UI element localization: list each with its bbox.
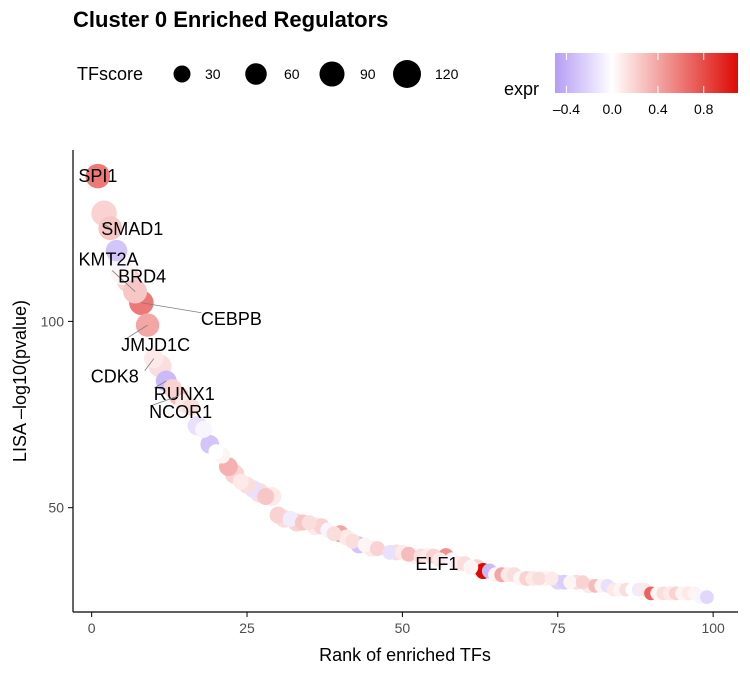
color-legend-title: expr [504, 79, 539, 99]
plot-area: SPI1SMAD1KMT2ABRD4CEBPBJMJD1CCDK8RUNX1NC… [41, 150, 738, 636]
data-point [301, 515, 317, 531]
data-point [345, 533, 361, 549]
point-label: JMJD1C [121, 335, 190, 355]
annotation-leader-line [102, 222, 111, 229]
data-point [182, 398, 200, 416]
color-bar [555, 53, 738, 93]
color-legend-label: 0.4 [648, 101, 668, 117]
data-point [282, 510, 299, 527]
data-point [195, 420, 213, 438]
data-point [105, 239, 128, 262]
size-legend-dot [245, 63, 267, 85]
x-tick-label: 50 [395, 620, 411, 636]
size-legend-label: 90 [360, 66, 376, 82]
data-point [544, 571, 559, 586]
chart-title: Cluster 0 Enriched Regulators [73, 7, 388, 32]
data-point [401, 546, 417, 562]
data-point [269, 506, 287, 524]
data-point [563, 575, 578, 590]
point-label: ELF1 [415, 554, 458, 574]
data-point [382, 544, 398, 560]
annotation-leader-line [125, 324, 148, 340]
x-tick-label: 75 [550, 620, 566, 636]
color-legend-label: –0.4 [553, 101, 580, 117]
annotation-leader-line [144, 358, 155, 371]
x-tick-label: 25 [239, 620, 255, 636]
size-legend-title: TFscore [77, 64, 143, 84]
data-point [432, 552, 448, 568]
y-tick-label: 50 [48, 500, 64, 516]
size-legend-label: 60 [284, 66, 300, 82]
size-legend-label: 30 [205, 66, 221, 82]
point-label: CDK8 [91, 367, 139, 387]
point-label: BRD4 [118, 267, 166, 287]
data-point [257, 488, 275, 505]
y-tick-label: 100 [41, 313, 65, 329]
point-label: CEBPB [201, 309, 262, 329]
data-point [232, 473, 249, 490]
point-label: KMT2A [78, 250, 138, 270]
size-legend: TFscore 30 60 90 120 [77, 60, 459, 88]
color-legend-label: 0.0 [602, 101, 622, 117]
data-point [575, 575, 590, 590]
size-legend-dot [393, 60, 421, 88]
data-point [163, 379, 182, 398]
data-point [326, 526, 342, 542]
point-label: SPI1 [78, 166, 117, 186]
annotation-leader-line [150, 395, 179, 407]
x-tick-label: 100 [701, 620, 725, 636]
data-point [357, 537, 373, 553]
annotation-leader-line [154, 380, 167, 389]
annotation-leader-line [141, 302, 202, 314]
point-label: NCOR1 [149, 402, 212, 422]
color-legend-label: 0.8 [694, 101, 714, 117]
data-point [532, 571, 547, 586]
size-legend-dot [319, 61, 345, 87]
size-legend-label: 120 [435, 66, 459, 82]
color-legend: expr –0.4 0.0 0.4 0.8 [504, 53, 738, 117]
data-point [370, 541, 386, 557]
y-axis-title: LISA –log10(pvalue) [10, 300, 30, 462]
x-tick-label: 0 [88, 620, 96, 636]
data-point [463, 559, 479, 575]
data-point [85, 163, 111, 189]
point-label: SMAD1 [101, 219, 163, 239]
annotation-leader-line [111, 270, 136, 292]
size-legend-dot [173, 65, 191, 83]
data-point [208, 444, 224, 460]
x-axis-title: Rank of enriched TFs [319, 645, 491, 665]
data-point [700, 590, 714, 604]
